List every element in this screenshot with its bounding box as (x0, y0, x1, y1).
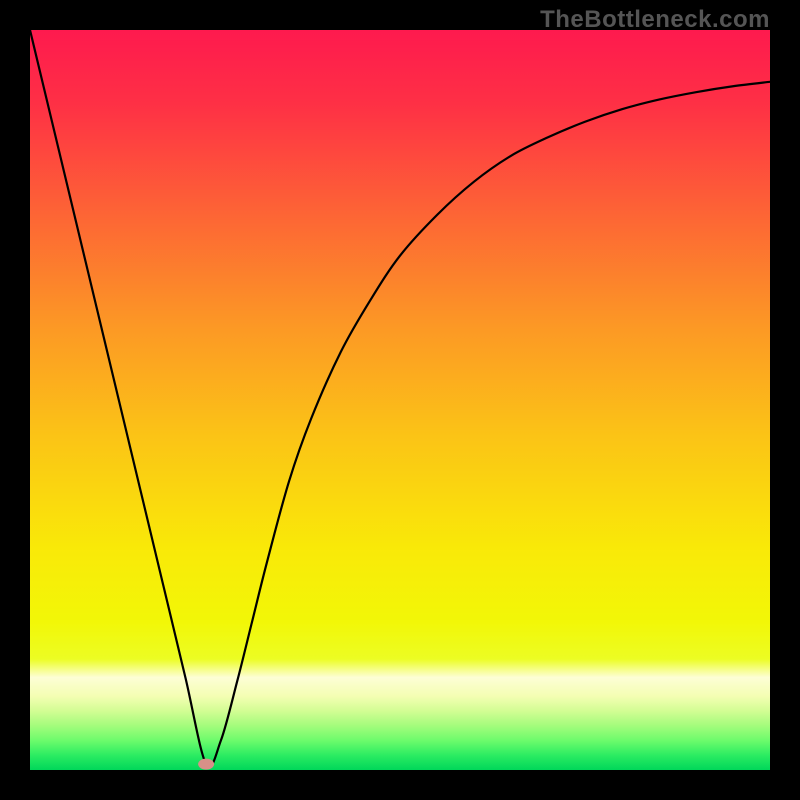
chart-svg (30, 30, 770, 770)
watermark-text: TheBottleneck.com (540, 6, 770, 34)
minimum-marker (198, 759, 214, 770)
plot-area (30, 30, 770, 770)
gradient-background (30, 30, 770, 770)
chart-frame: TheBottleneck.com (0, 0, 800, 800)
